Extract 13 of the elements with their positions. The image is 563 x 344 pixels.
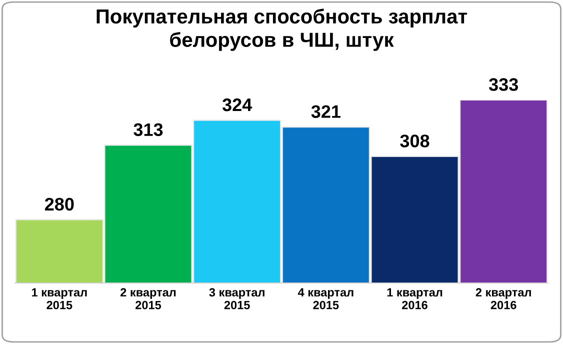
data-label: 324: [222, 98, 252, 112]
x-tick-label: 4 квартал 2015: [298, 288, 354, 310]
x-tick-label: 2 квартал 2016: [476, 288, 531, 310]
data-label: 333: [488, 78, 518, 91]
x-tick-label: 1 квартал 2016: [387, 288, 442, 310]
x-tick-label: 3 квартал 2015: [209, 288, 264, 310]
x-tick-label: 1 квартал 2015: [32, 288, 87, 310]
data-label: 280: [44, 198, 74, 211]
x-tick-label: 2 квартал 2015: [120, 288, 176, 310]
chart-title: Покупательная способность зарплат белорусов в ЧШ, штук: [96, 8, 468, 51]
data-label: 308: [400, 134, 430, 148]
data-label: 313: [134, 123, 163, 136]
data-label: 321: [311, 105, 340, 118]
